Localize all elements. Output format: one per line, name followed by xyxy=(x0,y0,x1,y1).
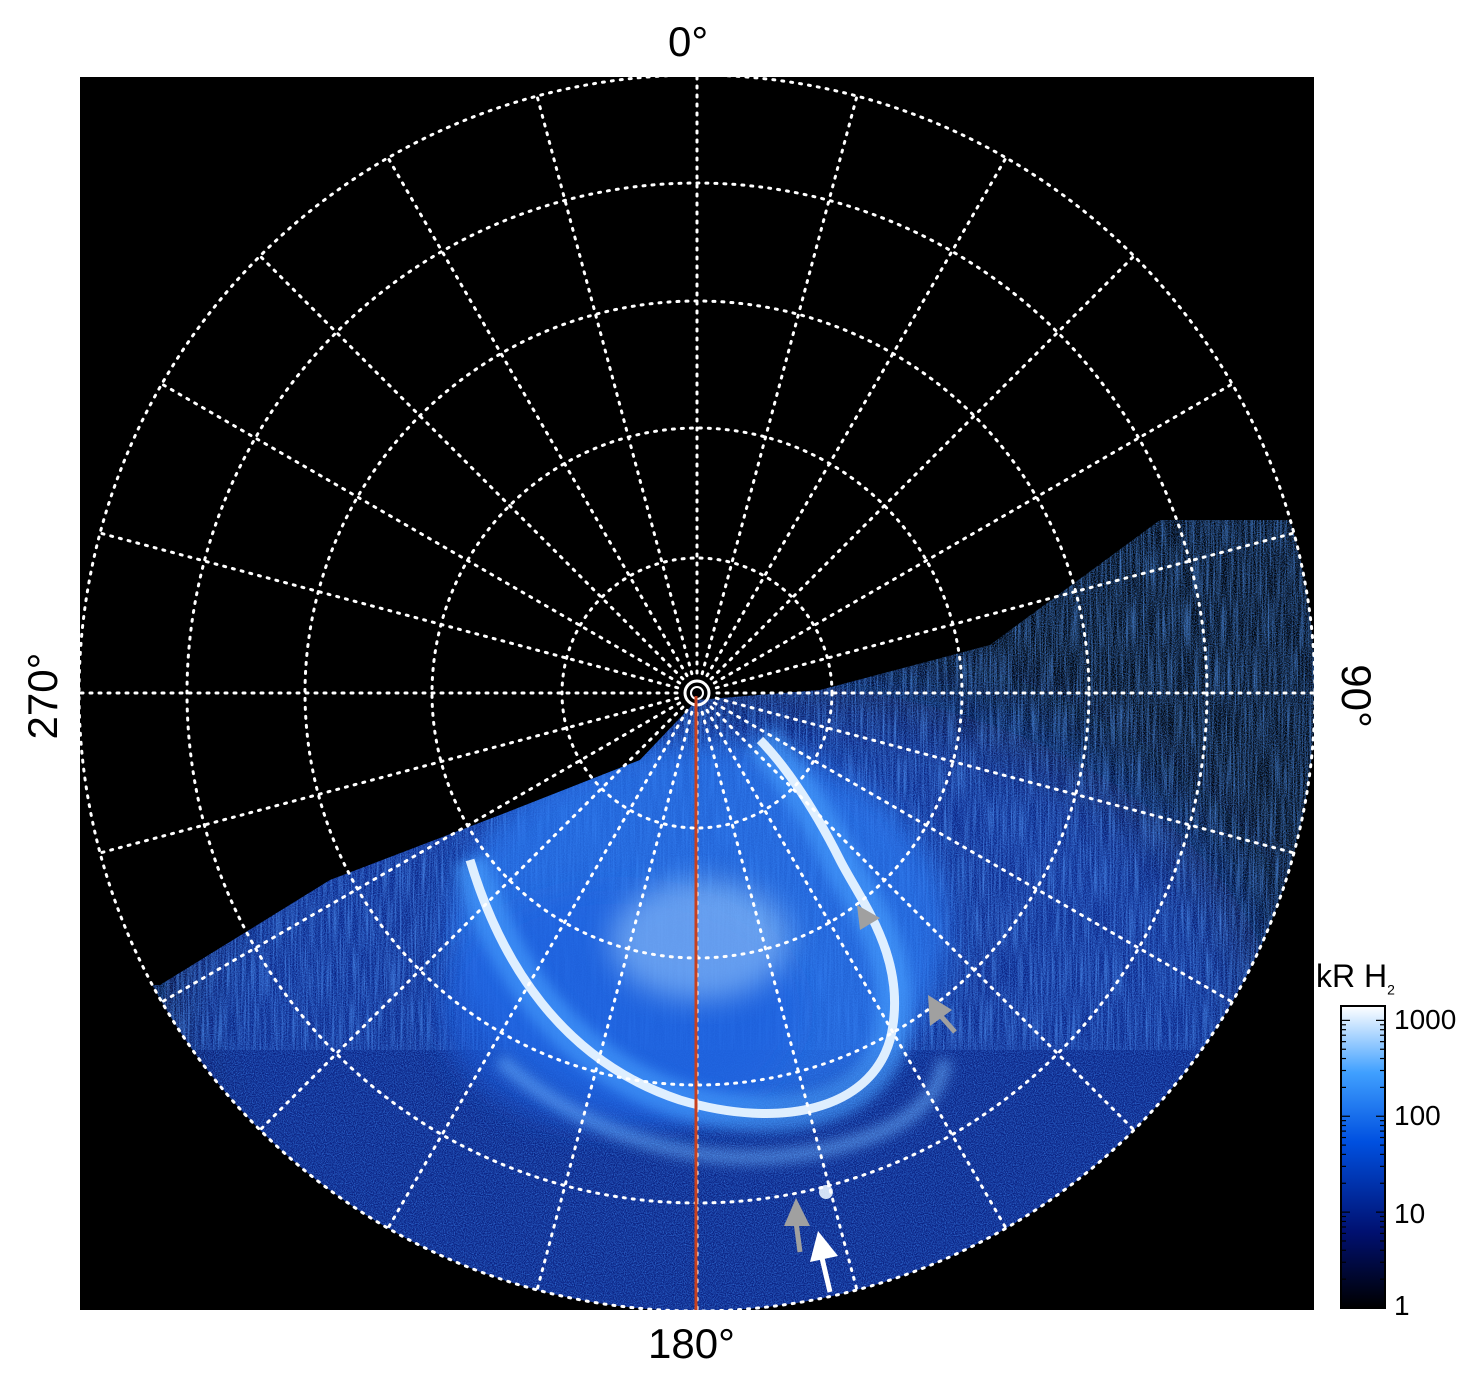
colorbar-title: kR H2 xyxy=(1316,958,1395,997)
longitude-line xyxy=(714,696,1296,855)
longitude-line xyxy=(705,156,1008,678)
longitude-line xyxy=(535,94,694,676)
colorbar-tick-10: 10 xyxy=(1394,1198,1426,1229)
gray-arrow xyxy=(928,995,957,1034)
label-270-degrees: 270° xyxy=(19,652,66,740)
longitude-grid xyxy=(80,77,1314,1310)
gray-arrow xyxy=(857,905,880,930)
longitude-line xyxy=(258,254,685,681)
label-90-degrees: 90° xyxy=(1333,664,1380,728)
longitude-line xyxy=(709,705,1136,1132)
colorbar-tick-1000: 1000 xyxy=(1394,1004,1457,1035)
white-arrow xyxy=(810,1231,838,1293)
longitude-line xyxy=(160,701,682,1004)
longitude-line xyxy=(700,94,859,676)
label-0-degrees: 0° xyxy=(668,18,709,65)
longitude-line xyxy=(712,701,1234,1004)
colorbar-title-main: kR H xyxy=(1316,958,1388,994)
longitude-line xyxy=(535,710,694,1292)
longitude-line xyxy=(709,254,1136,681)
longitude-line xyxy=(98,531,680,690)
colorbar-tick-100: 100 xyxy=(1394,1100,1441,1131)
colorbar xyxy=(1340,1005,1386,1309)
longitude-line xyxy=(98,696,680,855)
colorbar-gradient xyxy=(1340,1005,1386,1309)
longitude-line xyxy=(386,708,689,1230)
longitude-line xyxy=(705,708,1008,1230)
longitude-line xyxy=(258,705,685,1132)
label-180-degrees: 180° xyxy=(648,1320,735,1367)
longitude-line xyxy=(160,382,682,685)
longitude-line xyxy=(714,531,1296,690)
gray-arrow xyxy=(784,1198,810,1253)
longitude-line xyxy=(700,710,859,1292)
colorbar-tick-1: 1 xyxy=(1394,1290,1410,1321)
longitude-line xyxy=(386,156,689,678)
colorbar-title-sub: 2 xyxy=(1387,981,1395,998)
longitude-line xyxy=(712,382,1234,685)
